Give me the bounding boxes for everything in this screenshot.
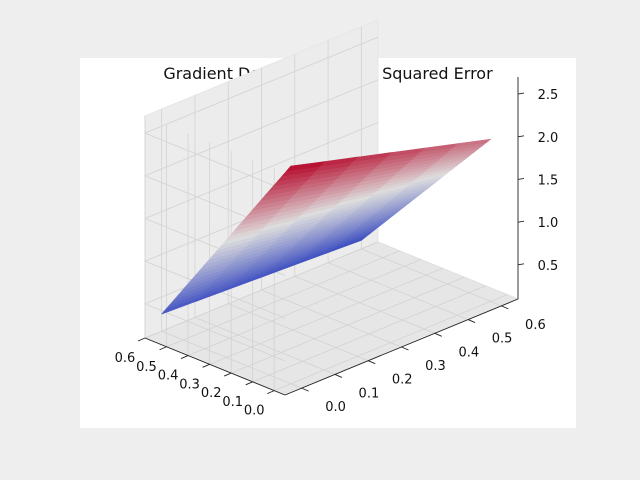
y-tick-mark	[501, 305, 509, 310]
grid-z-left	[144, 303, 286, 362]
grid-y-floor	[194, 317, 336, 375]
x-tick-label: 0.4	[158, 369, 179, 384]
y-tick-label: 0.4	[458, 345, 479, 360]
x-tick-label: 0.5	[136, 360, 157, 375]
y-tick-mark	[301, 387, 309, 392]
x-tick-mark	[223, 372, 232, 377]
grid-y-floor	[327, 262, 469, 320]
grid-z-back	[144, 122, 379, 219]
tick-labels: 0.00.10.20.30.40.50.60.00.10.20.30.40.50…	[115, 88, 559, 419]
y-tick-mark	[467, 319, 476, 323]
grid-z-left	[144, 132, 286, 191]
surface-mesh	[161, 138, 492, 315]
x-tick-mark	[267, 390, 275, 395]
y-tick-label: 0.5	[492, 332, 513, 347]
z-tick-mark	[517, 92, 525, 95]
y-tick-label: 0.3	[425, 359, 446, 374]
z-tick-label: 1.5	[538, 174, 559, 189]
grid-y-floor	[228, 303, 369, 362]
z-tick-label: 2.5	[538, 88, 559, 103]
z-tick-label: 2.0	[538, 131, 559, 146]
x-tick-mark	[180, 355, 189, 359]
x-tick-label: 0.2	[201, 386, 222, 401]
y-tick-label: 0.1	[359, 386, 380, 401]
y-tick-mark	[401, 346, 409, 351]
y-tick-mark	[368, 360, 376, 365]
grid-z-back	[144, 79, 379, 177]
grid-z-back	[144, 36, 379, 134]
y-tick-label: 0.2	[392, 373, 413, 388]
grid-y-floor	[161, 330, 302, 389]
y-tick-label: 0.6	[525, 318, 546, 333]
x-tick-mark	[245, 381, 253, 386]
x-tick-label: 0.3	[179, 377, 200, 392]
y-tick-mark	[334, 374, 343, 378]
x-tick-mark	[202, 363, 210, 368]
x-tick-label: 0.1	[222, 395, 243, 410]
x-tick-label: 0.6	[115, 351, 136, 366]
z-tick-mark	[517, 220, 525, 223]
axis-lines	[137, 77, 525, 396]
grid-y-floor	[361, 248, 502, 307]
x-tick-label: 0.0	[244, 404, 265, 419]
x-tick-mark	[137, 337, 146, 342]
x-tick-mark	[159, 346, 167, 351]
z-tick-label: 0.5	[538, 259, 559, 274]
x-axis-line	[144, 337, 286, 396]
surface-face	[285, 161, 325, 172]
y-tick-label: 0.0	[325, 400, 346, 415]
grid-y-floor	[261, 289, 402, 348]
z-tick-mark	[517, 178, 525, 180]
grid-y-floor	[294, 275, 435, 334]
z-tick-mark	[517, 263, 525, 266]
y-tick-mark	[434, 332, 442, 337]
z-tick-label: 1.0	[538, 216, 559, 231]
z-tick-mark	[517, 135, 525, 138]
